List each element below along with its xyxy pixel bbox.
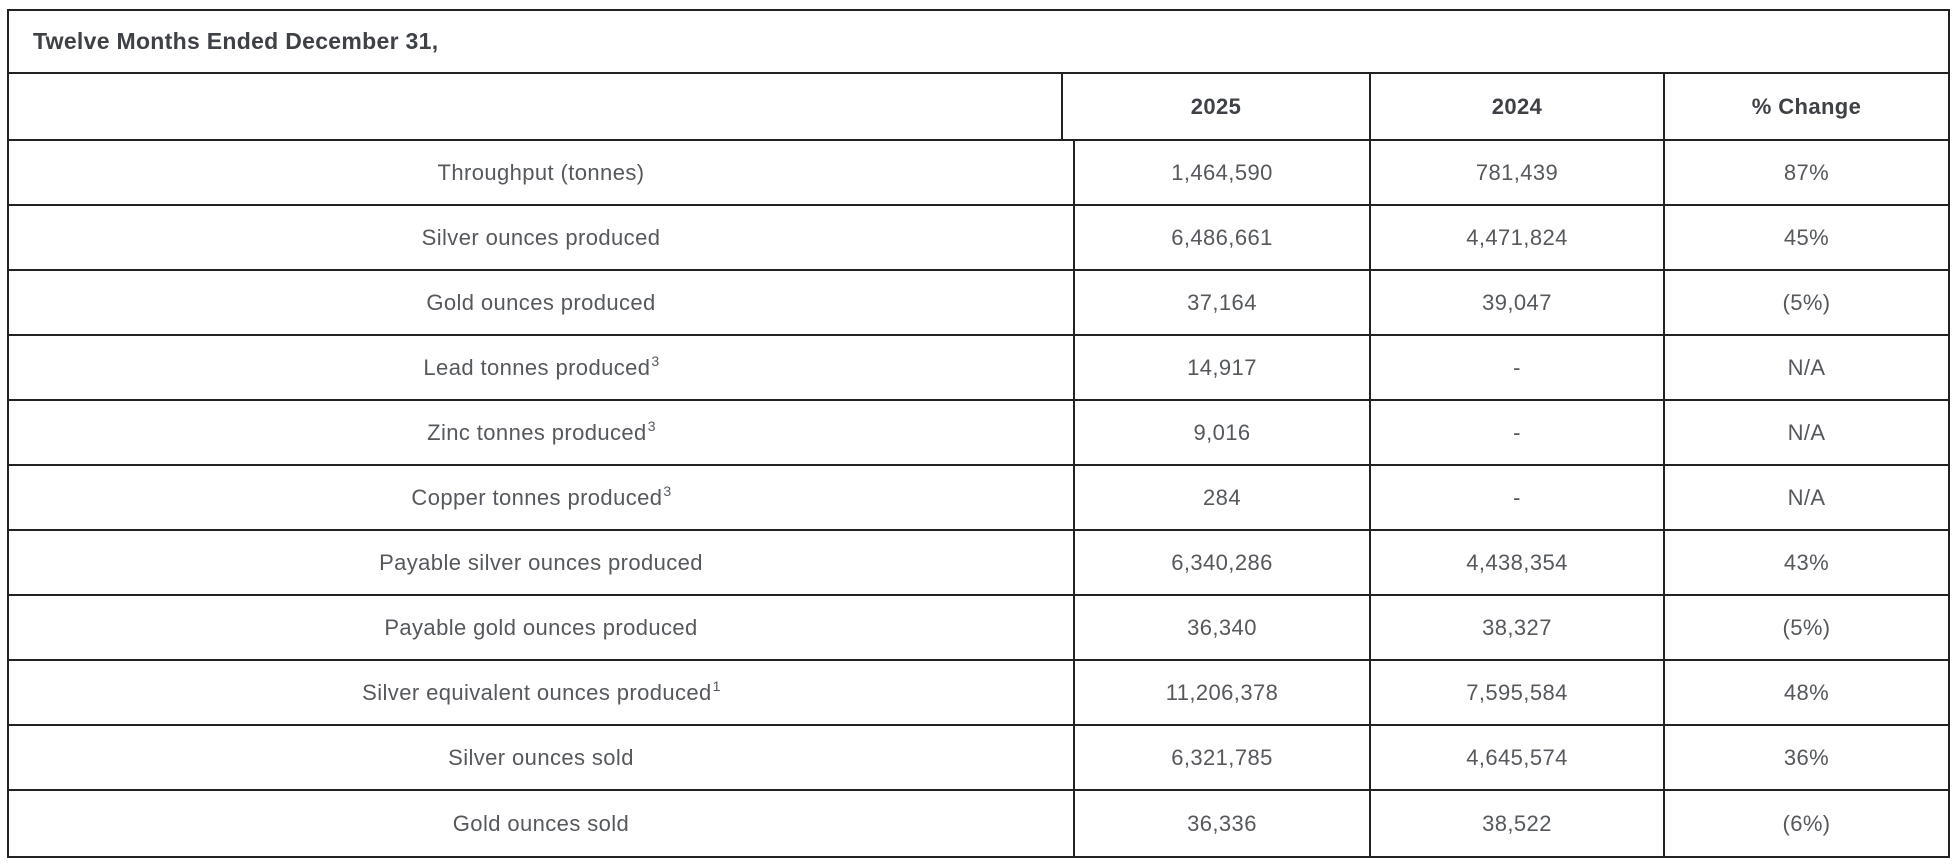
row-value-2024: 4,471,824 [1369, 206, 1663, 269]
row-value-2024: 39,047 [1369, 271, 1663, 334]
row-label-cell: Payable silver ounces produced [9, 531, 1073, 594]
row-label: Throughput (tonnes) [437, 159, 645, 185]
row-footnote-superscript: 3 [647, 417, 656, 434]
table-row: Zinc tonnes produced 3 9,016 - N/A [9, 401, 1948, 466]
row-value-2025: 6,486,661 [1073, 206, 1369, 269]
table-row: Throughput (tonnes) 1,464,590 781,439 87… [9, 141, 1948, 206]
header-empty-cell [9, 74, 1061, 139]
row-label-cell: Throughput (tonnes) [9, 141, 1073, 204]
row-value-2024: 38,522 [1369, 791, 1663, 856]
row-value-2024: - [1369, 466, 1663, 529]
row-footnote-superscript: 3 [651, 352, 660, 369]
row-label: Silver equivalent ounces produced [362, 679, 712, 705]
row-label: Payable gold ounces produced [384, 614, 698, 640]
row-value-2024: 7,595,584 [1369, 661, 1663, 724]
table-row: Copper tonnes produced 3 284 - N/A [9, 466, 1948, 531]
table-row: Lead tonnes produced 3 14,917 - N/A [9, 336, 1948, 401]
row-percent-change: (5%) [1663, 596, 1948, 659]
row-label: Silver ounces produced [421, 224, 661, 250]
row-label: Gold ounces sold [452, 810, 630, 836]
row-label: Payable silver ounces produced [379, 549, 703, 575]
row-percent-change: 43% [1663, 531, 1948, 594]
row-percent-change: 87% [1663, 141, 1948, 204]
row-value-2025: 1,464,590 [1073, 141, 1369, 204]
row-percent-change: 45% [1663, 206, 1948, 269]
table-row: Silver ounces produced 6,486,661 4,471,8… [9, 206, 1948, 271]
row-label: Gold ounces produced [426, 289, 656, 315]
row-label-cell: Zinc tonnes produced 3 [9, 401, 1073, 464]
row-value-2025: 9,016 [1073, 401, 1369, 464]
table-header-row: 2025 2024 % Change [9, 74, 1948, 141]
row-percent-change: N/A [1663, 401, 1948, 464]
production-results-table: Twelve Months Ended December 31, 2025 20… [7, 9, 1950, 858]
table-row: Gold ounces produced 37,164 39,047 (5%) [9, 271, 1948, 336]
row-label-cell: Payable gold ounces produced [9, 596, 1073, 659]
row-label-cell: Copper tonnes produced 3 [9, 466, 1073, 529]
row-percent-change: (5%) [1663, 271, 1948, 334]
row-label: Copper tonnes produced [411, 484, 663, 510]
row-percent-change: N/A [1663, 466, 1948, 529]
row-value-2024: 4,645,574 [1369, 726, 1663, 789]
table-row: Silver ounces sold 6,321,785 4,645,574 3… [9, 726, 1948, 791]
table-row: Silver equivalent ounces produced 1 11,20… [9, 661, 1948, 726]
row-percent-change: (6%) [1663, 791, 1948, 856]
row-value-2025: 11,206,378 [1073, 661, 1369, 724]
row-label-cell: Gold ounces produced [9, 271, 1073, 334]
table-title: Twelve Months Ended December 31, [33, 28, 439, 54]
row-value-2025: 36,336 [1073, 791, 1369, 856]
row-value-2025: 36,340 [1073, 596, 1369, 659]
row-label-cell: Silver ounces sold [9, 726, 1073, 789]
row-value-2024: - [1369, 401, 1663, 464]
table-title-row: Twelve Months Ended December 31, [9, 11, 1948, 74]
row-footnote-superscript: 3 [663, 482, 672, 499]
row-label-cell: Lead tonnes produced 3 [9, 336, 1073, 399]
table-row: Payable gold ounces produced 36,340 38,3… [9, 596, 1948, 661]
header-year-2024: 2024 [1369, 74, 1663, 139]
row-label: Lead tonnes produced [423, 354, 651, 380]
row-value-2024: 38,327 [1369, 596, 1663, 659]
row-percent-change: 36% [1663, 726, 1948, 789]
row-label: Zinc tonnes produced [427, 419, 647, 445]
row-value-2024: - [1369, 336, 1663, 399]
row-percent-change: 48% [1663, 661, 1948, 724]
row-percent-change: N/A [1663, 336, 1948, 399]
row-value-2025: 284 [1073, 466, 1369, 529]
row-footnote-superscript: 1 [712, 677, 721, 694]
row-value-2025: 6,340,286 [1073, 531, 1369, 594]
row-label-cell: Gold ounces sold [9, 791, 1073, 856]
row-value-2025: 6,321,785 [1073, 726, 1369, 789]
table-row: Gold ounces sold 36,336 38,522 (6%) [9, 791, 1948, 856]
row-label-cell: Silver ounces produced [9, 206, 1073, 269]
row-value-2024: 4,438,354 [1369, 531, 1663, 594]
row-label-cell: Silver equivalent ounces produced 1 [9, 661, 1073, 724]
row-value-2025: 14,917 [1073, 336, 1369, 399]
header-year-2025: 2025 [1061, 74, 1369, 139]
row-value-2025: 37,164 [1073, 271, 1369, 334]
row-label: Silver ounces sold [448, 744, 634, 770]
row-value-2024: 781,439 [1369, 141, 1663, 204]
table-row: Payable silver ounces produced 6,340,286… [9, 531, 1948, 596]
header-percent-change: % Change [1663, 74, 1948, 139]
